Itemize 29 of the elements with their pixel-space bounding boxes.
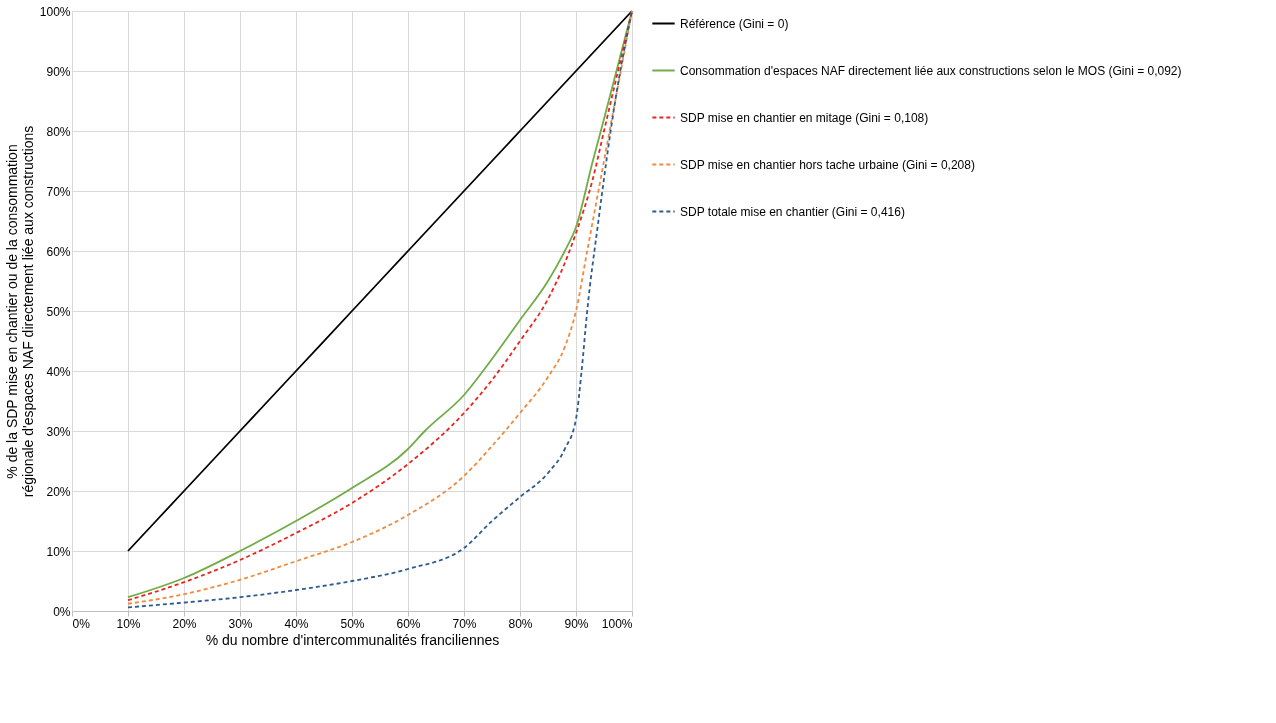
x-tick-label: 90% <box>564 616 589 631</box>
x-tick-label: 0% <box>72 616 91 631</box>
legend-label: SDP mise en chantier en mitage (Gini = 0,108) <box>680 110 929 125</box>
x-tick-label: 70% <box>452 616 477 631</box>
y-tick-label: 20% <box>46 484 71 499</box>
legend-label: SDP totale mise en chantier (Gini = 0,416) <box>680 204 905 219</box>
y-tick-label: 100% <box>39 4 71 19</box>
legend-label: SDP mise en chantier hors tache urbaine (Gini = 0,208) <box>680 157 975 172</box>
y-tick-label: 80% <box>46 124 71 139</box>
y-tick-label: 40% <box>46 364 71 379</box>
y-axis-title: % de la SDP mise en chantier ou de la consommation régionale d'espaces NAF directement liée aux constructions <box>3 125 36 498</box>
x-tick-label: 40% <box>284 616 309 631</box>
x-tick-label: 50% <box>340 616 365 631</box>
x-tick-label: 10% <box>116 616 141 631</box>
x-axis-title: % du nombre d'intercommunalités franciliennes <box>205 631 500 648</box>
y-tick-label: 70% <box>46 184 71 199</box>
x-tick-label: 30% <box>228 616 253 631</box>
legend-label: Consommation d'espaces NAF directement liée aux constructions selon le MOS (Gini = 0,092) <box>680 63 1182 78</box>
x-tick-label: 60% <box>396 616 421 631</box>
x-tick-label: 100% <box>601 616 633 631</box>
x-tick-label: 80% <box>508 616 533 631</box>
legend-label: Référence (Gini = 0) <box>680 16 789 31</box>
x-tick-label: 20% <box>172 616 197 631</box>
y-tick-label: 90% <box>46 64 71 79</box>
y-tick-label: 50% <box>46 304 71 319</box>
y-tick-label: 60% <box>46 244 71 259</box>
y-tick-label: 30% <box>46 424 71 439</box>
y-tick-label: 10% <box>46 544 71 559</box>
y-tick-label: 0% <box>53 604 71 619</box>
